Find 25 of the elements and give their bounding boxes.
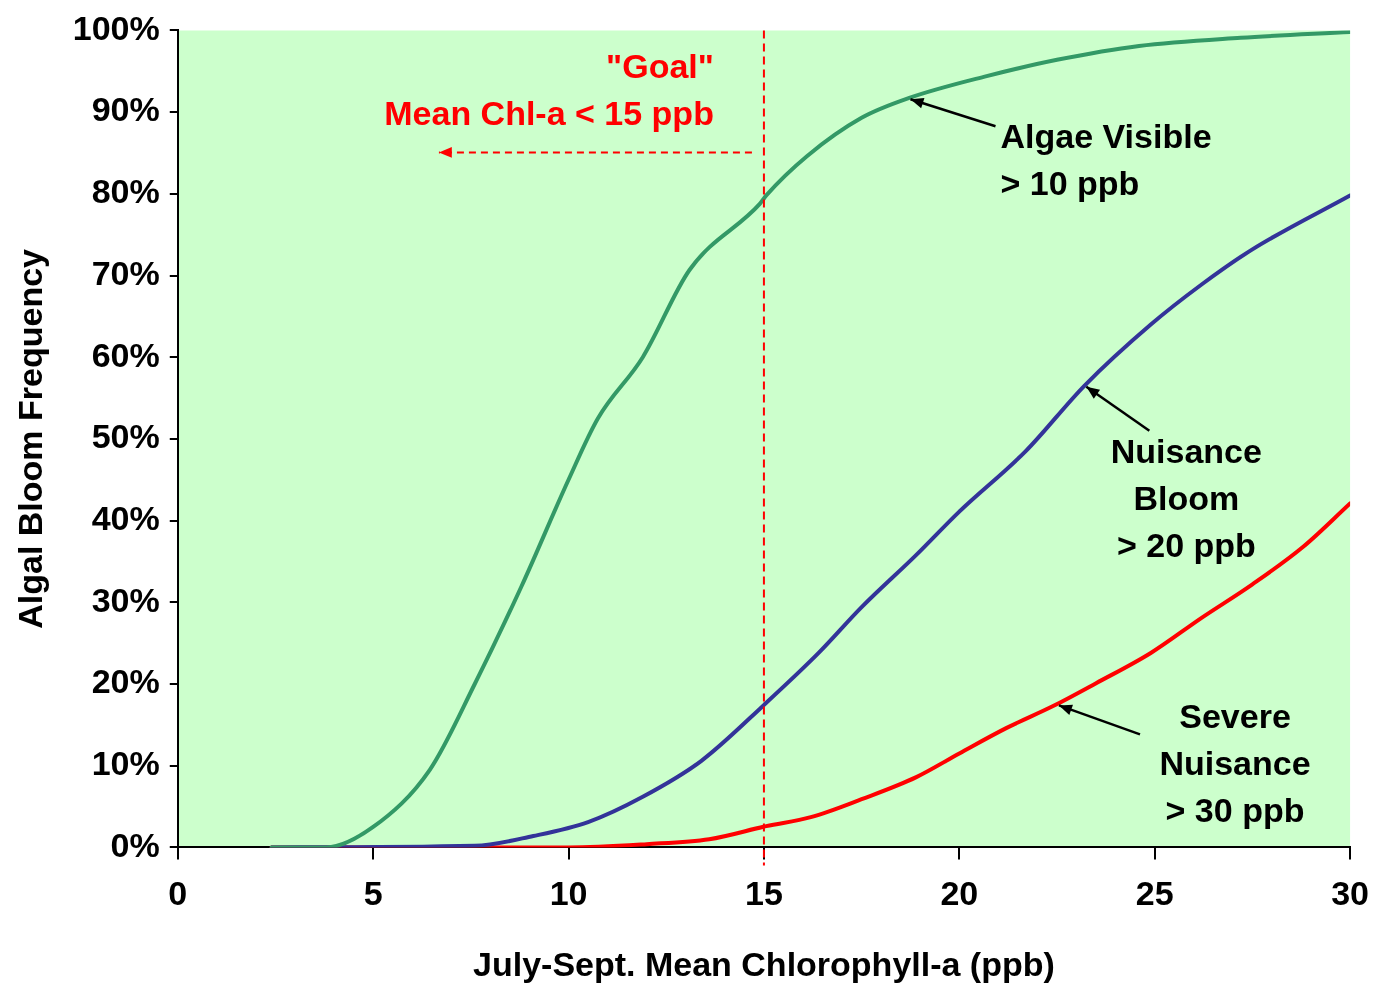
ref-line-label: "Goal" Mean Chl-a < 15 ppb <box>384 46 714 132</box>
x-tick-label: 5 <box>363 874 383 913</box>
annotation: Severe Nuisance > 30 ppb <box>1159 696 1311 829</box>
line-series <box>269 30 1351 848</box>
y-tick-label: 100% <box>72 8 160 47</box>
y-tick-label: 40% <box>91 498 160 537</box>
x-tick-label: 0 <box>168 874 188 913</box>
y-tick-label: 20% <box>91 662 160 701</box>
y-tick-label: 70% <box>91 253 160 292</box>
x-tick-label: 30 <box>1331 874 1369 913</box>
annotation: Algae Visible > 10 ppb <box>1000 116 1212 202</box>
y-tick-label: 90% <box>91 90 160 129</box>
y-tick-label: 0% <box>110 825 160 864</box>
y-axis-title: Algal Bloom Frequency <box>10 248 49 629</box>
y-tick-label: 50% <box>91 417 160 456</box>
y-tick-label: 60% <box>91 335 160 374</box>
y-tick-label: 80% <box>91 172 160 211</box>
y-tick-label: 30% <box>91 580 160 619</box>
x-axis-title: July-Sept. Mean Chlorophyll-a (ppb) <box>473 944 1055 983</box>
x-tick-label: 20 <box>940 874 979 913</box>
x-tick-label: 10 <box>549 874 588 913</box>
y-tick-label: 10% <box>91 744 160 783</box>
x-tick-label: 25 <box>1135 874 1174 913</box>
x-tick-label: 15 <box>745 874 783 913</box>
annotation: Nuisance Bloom > 20 ppb <box>1110 432 1262 565</box>
